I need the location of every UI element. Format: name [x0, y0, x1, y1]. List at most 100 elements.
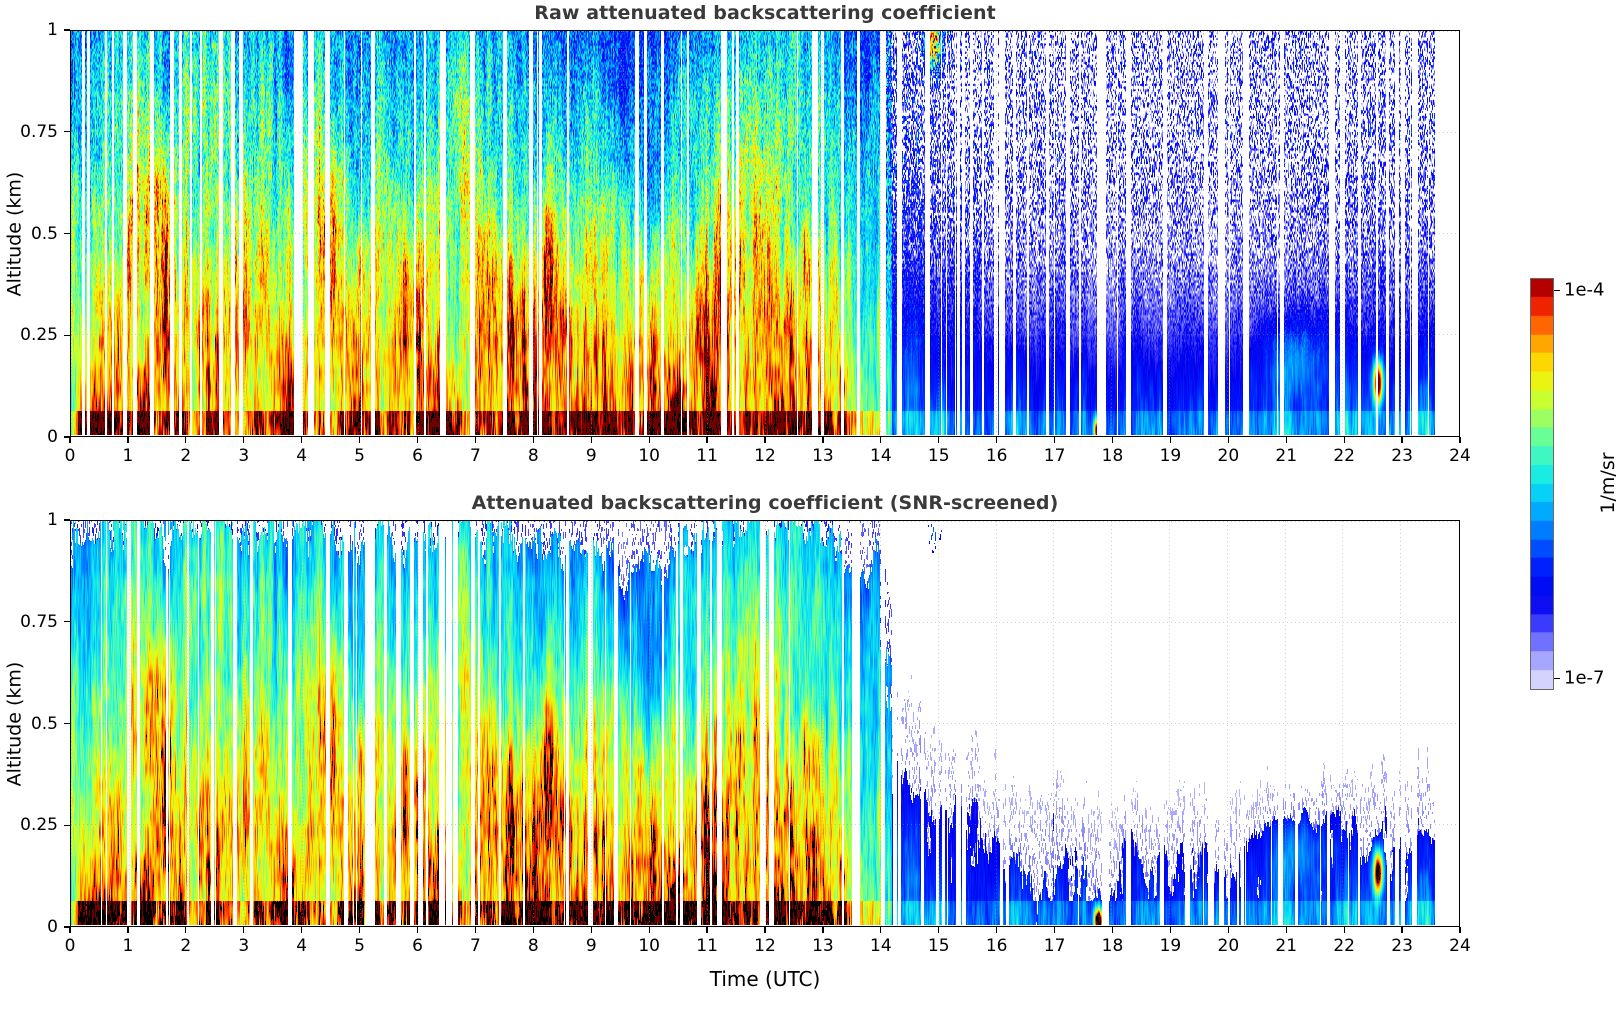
panel-raw-title: Raw attenuated backscattering coefficien… [534, 2, 996, 24]
x-ticklabel-9: 9 [585, 446, 597, 466]
x-tick-4 [301, 437, 303, 443]
x-ticklabel-6: 6 [412, 446, 423, 466]
x-tick-19 [1169, 437, 1172, 443]
x-ticklabel-18: 18 [1101, 936, 1124, 956]
x-tick-9 [590, 927, 592, 933]
x-ticklabel-8: 8 [527, 936, 539, 956]
x-ticklabel-20: 20 [1217, 446, 1240, 466]
x-tick-24 [1459, 437, 1461, 443]
x-tick-10 [648, 437, 650, 443]
x-ticklabel-2: 2 [180, 446, 192, 466]
colorbar-unit-label: 1/m/sr [1597, 452, 1619, 514]
x-ticklabel-7: 7 [469, 446, 481, 466]
colorbar-canvas [1531, 279, 1553, 689]
y-ticklabel-0.25: 0.25 [20, 815, 58, 836]
x-tick-3 [243, 927, 245, 933]
x-tick-14 [880, 437, 882, 443]
y-tick-0.75 [64, 621, 70, 623]
x-ticklabel-16: 16 [985, 936, 1008, 956]
x-ticklabel-4: 4 [296, 446, 308, 466]
x-ticklabel-9: 9 [585, 936, 597, 956]
x-ticklabel-1: 1 [122, 446, 134, 466]
y-tick-0.5 [64, 722, 70, 725]
x-tick-21 [1285, 437, 1287, 443]
x-ticklabel-4: 4 [296, 936, 308, 956]
x-ticklabel-1: 1 [122, 936, 134, 956]
colorbar-label-max: 1e-4 [1564, 279, 1605, 301]
x-tick-10 [648, 927, 650, 933]
x-ticklabel-12: 12 [754, 446, 776, 466]
x-tick-13 [822, 927, 824, 933]
x-tick-23 [1401, 927, 1403, 933]
x-ticklabel-23: 23 [1391, 936, 1413, 956]
x-tick-7 [474, 927, 477, 933]
x-ticklabel-24: 24 [1449, 446, 1471, 466]
y-ticklabel-0: 0 [47, 917, 58, 937]
x-ticklabel-19: 19 [1159, 446, 1182, 466]
colorbar-tick-max [1554, 290, 1560, 292]
x-tick-17 [1053, 437, 1056, 443]
x-ticklabel-15: 15 [927, 936, 950, 956]
y-ticklabel-0.25: 0.25 [20, 325, 58, 346]
x-tick-2 [185, 927, 187, 933]
x-tick-5 [358, 437, 361, 443]
y-tick-0 [64, 926, 70, 928]
x-tick-12 [764, 927, 766, 933]
x-tick-13 [822, 437, 824, 443]
x-tick-16 [996, 437, 998, 443]
x-ticklabel-2: 2 [180, 936, 192, 956]
x-ticklabel-6: 6 [412, 936, 423, 956]
axes-raw[interactable] [70, 30, 1460, 437]
x-tick-22 [1343, 927, 1345, 933]
y-tick-0.25 [64, 334, 70, 336]
y-ticklabel-1: 1 [47, 510, 58, 530]
x-ticklabel-12: 12 [754, 936, 776, 956]
x-ticklabel-10: 10 [638, 446, 660, 466]
x-tick-15 [938, 437, 940, 443]
x-ticklabel-8: 8 [527, 446, 539, 466]
x-ticklabel-5: 5 [354, 936, 365, 956]
x-tick-15 [938, 927, 940, 933]
x-tick-9 [590, 437, 592, 443]
heatmap-canvas-screened [71, 521, 1458, 925]
x-tick-4 [301, 927, 303, 933]
x-ticklabel-18: 18 [1101, 446, 1124, 466]
axes-screened[interactable] [70, 520, 1460, 927]
x-ticklabel-11: 11 [696, 936, 718, 956]
x-ticklabel-0: 0 [64, 936, 76, 956]
y-tick-0.25 [64, 824, 70, 826]
x-ticklabel-22: 22 [1333, 936, 1355, 956]
colorbar-tick-min [1554, 678, 1560, 680]
x-ticklabel-22: 22 [1333, 446, 1355, 466]
x-tick-2 [185, 437, 187, 443]
y-ticklabel-1: 1 [47, 20, 58, 40]
x-tick-7 [474, 437, 477, 443]
y-ticklabel-0.5: 0.5 [30, 713, 58, 734]
x-tick-22 [1343, 437, 1345, 443]
x-tick-16 [996, 927, 998, 933]
x-tick-11 [706, 927, 708, 933]
x-axis-label: Time (UTC) [709, 967, 821, 991]
x-ticklabel-17: 17 [1043, 936, 1066, 956]
x-tick-6 [416, 437, 419, 443]
x-ticklabel-21: 21 [1275, 446, 1298, 466]
colorbar-label-min: 1e-7 [1564, 667, 1605, 689]
x-tick-19 [1169, 927, 1172, 933]
x-ticklabel-3: 3 [238, 936, 250, 956]
x-tick-18 [1111, 927, 1114, 933]
x-tick-17 [1053, 927, 1056, 933]
x-ticklabel-7: 7 [469, 936, 481, 956]
x-ticklabel-21: 21 [1275, 936, 1298, 956]
x-ticklabel-14: 14 [870, 446, 892, 466]
panel-screened-title: Attenuated backscattering coefficient (S… [471, 492, 1059, 514]
x-tick-0 [69, 437, 71, 443]
y-tick-1 [64, 29, 70, 31]
x-tick-21 [1285, 927, 1287, 933]
y-ticklabel-0.75: 0.75 [20, 611, 58, 632]
x-ticklabel-13: 13 [812, 936, 834, 956]
x-tick-14 [880, 927, 882, 933]
colorbar [1530, 278, 1554, 690]
